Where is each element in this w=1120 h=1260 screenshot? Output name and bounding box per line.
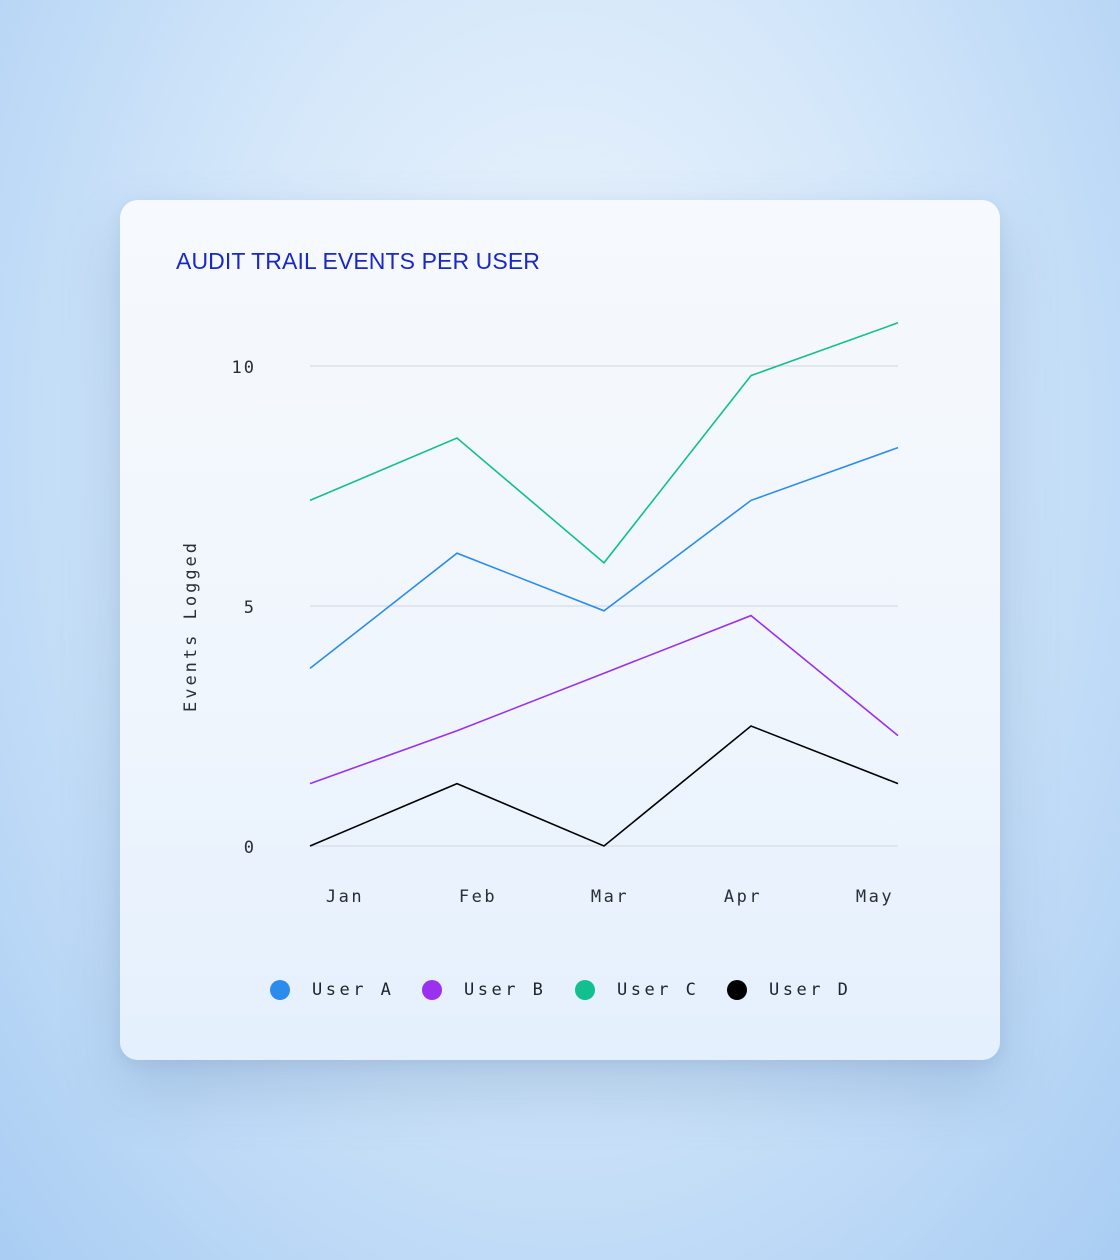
legend-item: User B [422,978,546,1002]
legend-item: User C [575,978,699,1002]
x-tick-label: Feb [459,887,497,907]
series-line-user-a [309,446,899,670]
x-tick-labels: Jan Feb Mar Apr May [326,887,894,907]
legend-swatch [575,980,595,1000]
series-line-user-d [309,725,899,847]
x-tick-label: Apr [724,887,762,907]
legend-label: User C [617,980,700,1000]
y-tick-label: 10 [232,358,256,378]
legend-swatch [422,980,442,1000]
x-tick-label: May [856,887,894,907]
legend-label: User D [769,980,852,1000]
legend-item: User A [270,978,394,1002]
legend-label: User A [312,980,395,1000]
series-lines [309,322,899,847]
x-tick-label: Jan [326,887,364,907]
y-tick-label: 5 [244,598,256,618]
legend-swatch [270,980,290,1000]
chart-card: AUDIT TRAIL EVENTS PER USER 0 5 10 Jan Feb M… [120,200,1000,1060]
line-chart: 0 5 10 Jan Feb Mar Apr May Events Logged [181,322,899,907]
chart-title: AUDIT TRAIL EVENTS PER USER [176,248,540,274]
grid-lines [310,365,898,847]
legend-swatch [727,980,747,1000]
x-tick-label: Mar [591,887,629,907]
legend-item: User D [727,978,851,1002]
y-axis-label: Events Logged [181,540,201,712]
chart-legend: User A User B User C User D [120,978,1000,1002]
y-tick-label: 0 [244,838,256,858]
legend-label: User B [464,980,547,1000]
series-line-user-c [309,322,899,564]
series-line-user-b [309,614,899,785]
y-tick-labels: 0 5 10 [232,358,256,858]
